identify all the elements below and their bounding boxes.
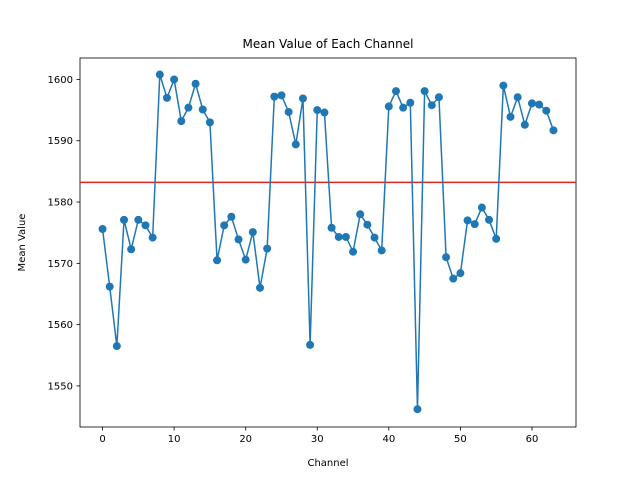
x-tick-label: 60 [526, 434, 539, 445]
data-point [120, 215, 129, 224]
data-point [384, 102, 393, 111]
data-point [420, 87, 429, 96]
data-point [234, 235, 243, 244]
data-point [499, 81, 508, 90]
data-point [306, 340, 315, 349]
data-point [327, 223, 336, 232]
data-point [313, 106, 322, 115]
plot-area-frame [79, 57, 577, 428]
y-tick-label: 1550 [48, 381, 73, 392]
data-point [105, 282, 114, 291]
data-point [227, 212, 236, 221]
data-point [520, 120, 529, 129]
data-point [363, 220, 372, 229]
data-point [334, 232, 343, 241]
data-point [241, 255, 250, 264]
data-point [177, 117, 186, 126]
y-axis-label: Mean Value [17, 214, 28, 272]
y-tick-label: 1580 [48, 198, 73, 209]
y-tick-label: 1570 [48, 259, 73, 270]
y-tick-label: 1600 [48, 75, 73, 86]
data-point [542, 106, 551, 115]
data-point [191, 79, 200, 88]
data-point [413, 405, 422, 414]
data-point [456, 269, 465, 278]
data-point [370, 233, 379, 242]
x-axis-label: Channel [307, 458, 348, 469]
data-point [463, 216, 472, 225]
x-axis-ticks: 0 10 20 30 40 50 60 [99, 427, 538, 445]
data-point [477, 203, 486, 212]
data-point [170, 75, 179, 84]
data-point [399, 103, 408, 112]
data-point [356, 210, 365, 219]
data-point [391, 87, 400, 96]
data-point [442, 253, 451, 262]
data-point [549, 126, 558, 135]
x-tick-label: 40 [382, 434, 395, 445]
data-point [470, 220, 479, 229]
x-tick-label: 30 [311, 434, 324, 445]
data-point [112, 342, 121, 351]
series-layer [98, 70, 558, 414]
x-tick-label: 0 [99, 434, 105, 445]
data-point [513, 93, 522, 102]
data-point [377, 246, 386, 255]
data-point [485, 215, 494, 224]
data-point [162, 93, 171, 102]
data-point [134, 215, 143, 224]
data-point [141, 221, 150, 230]
data-point [506, 112, 515, 121]
data-point [127, 245, 136, 254]
data-point [256, 283, 265, 292]
chart-title: Mean Value of Each Channel [243, 37, 414, 51]
data-point [449, 274, 458, 283]
data-point [248, 228, 257, 237]
data-point [349, 247, 358, 256]
x-tick-label: 10 [168, 434, 181, 445]
data-point [427, 101, 436, 110]
series-line [101, 74, 555, 410]
x-tick-label: 20 [239, 434, 252, 445]
data-point [406, 98, 415, 107]
y-tick-label: 1560 [48, 320, 73, 331]
y-tick-label: 1590 [48, 136, 73, 147]
data-point [492, 234, 501, 243]
data-point [263, 244, 272, 253]
x-tick-label: 50 [454, 434, 467, 445]
data-point [155, 70, 164, 79]
data-point [198, 105, 207, 114]
data-point [527, 99, 536, 108]
data-point [284, 107, 293, 116]
data-point [291, 140, 300, 149]
data-point [298, 94, 307, 103]
data-point [184, 103, 193, 112]
data-point [535, 100, 544, 109]
data-point [320, 108, 329, 117]
data-point [270, 92, 279, 101]
data-point [148, 233, 157, 242]
data-point [213, 256, 222, 265]
data-point [277, 91, 286, 100]
data-point [205, 118, 214, 127]
data-point [434, 93, 443, 102]
data-point [341, 232, 350, 241]
data-point [98, 225, 107, 234]
y-axis-ticks: 1550 1560 1570 1580 1590 1600 [48, 75, 80, 392]
data-point [220, 221, 229, 230]
